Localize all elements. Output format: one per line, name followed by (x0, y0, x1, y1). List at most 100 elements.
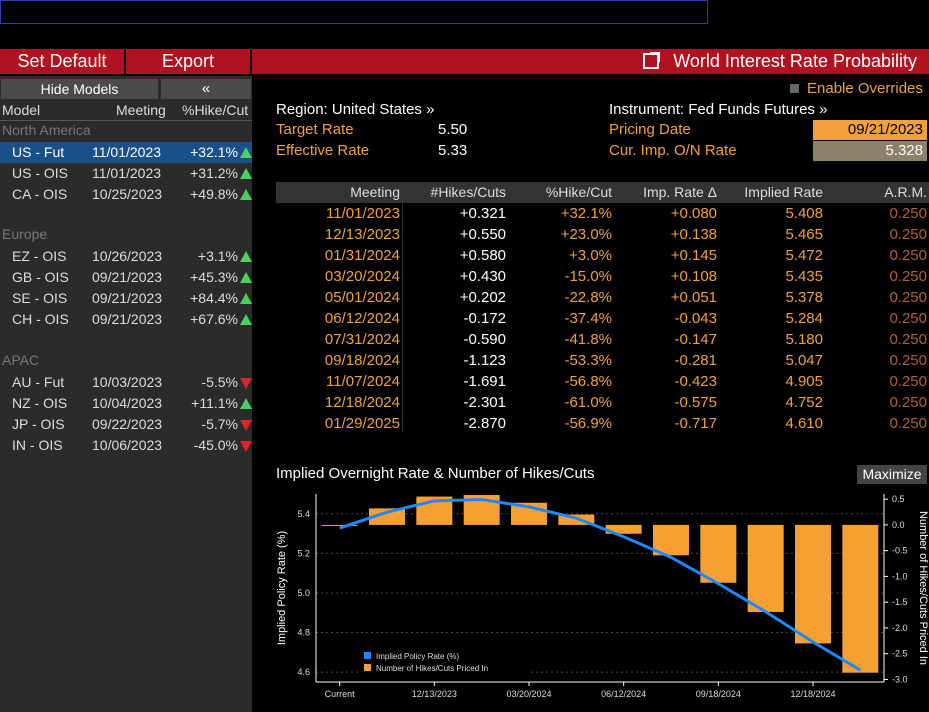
legend-swatch (364, 664, 371, 671)
model-pct: -5.7% (201, 416, 238, 432)
cur-imp-rate-input[interactable]: 5.328 (813, 141, 927, 161)
table-cell: 0.250 (889, 310, 927, 327)
arrow-down-icon (240, 441, 252, 452)
table-cell: -61.0% (564, 394, 612, 411)
y2-tick-label: 0.0 (892, 520, 905, 530)
model-row[interactable]: AU - Fut 10/03/2023 -5.5% (0, 372, 252, 393)
region-label: North America (2, 122, 91, 138)
model-row[interactable]: EZ - OIS 10/26/2023 +3.1% (0, 246, 252, 267)
table-cell: 5.284 (785, 310, 823, 327)
table-row[interactable]: 12/18/2024 -2.301 -61.0% -0.575 4.752 0.250 (0, 392, 929, 413)
table-cell: 12/18/2024 (324, 394, 400, 411)
table-cell: 01/29/2025 (324, 415, 400, 432)
pricing-date-input[interactable]: 09/21/2023 (813, 120, 927, 140)
table-cell: -2.301 (463, 394, 506, 411)
model-row[interactable]: US - Fut 11/01/2023 +32.1% (0, 142, 252, 163)
model-pct: +84.4% (190, 290, 238, 306)
model-row[interactable]: IN - OIS 10/06/2023 -45.0% (0, 435, 252, 456)
table-cell: 09/18/2024 (324, 352, 400, 369)
arrow-down-icon (240, 378, 252, 389)
hikes-bar (653, 524, 689, 556)
export-button[interactable]: Export (126, 49, 252, 74)
x-tick-label: 12/13/2023 (412, 689, 457, 699)
model-pct: -5.5% (201, 374, 238, 390)
table-cell: 0.250 (889, 226, 927, 243)
table-row[interactable]: 12/13/2023 +0.550 +23.0% +0.138 5.465 0.250 (0, 224, 929, 245)
table-cell: 0.250 (889, 289, 927, 306)
enable-overrides-toggle[interactable]: Enable Overrides (790, 80, 923, 97)
table-header-cell[interactable]: #Hikes/Cuts (430, 184, 506, 200)
external-link-icon[interactable] (643, 52, 661, 69)
model-row[interactable]: US - OIS 11/01/2023 +31.2% (0, 163, 252, 184)
hikes-bar (842, 524, 879, 673)
model-pct: +67.6% (190, 311, 238, 327)
model-row[interactable]: JP - OIS 09/22/2023 -5.7% (0, 414, 252, 435)
table-header-cell[interactable]: Meeting (350, 184, 400, 200)
table-header-cell[interactable]: A.R.M. (884, 184, 927, 200)
table-row[interactable]: 01/31/2024 +0.580 +3.0% +0.145 5.472 0.250 (0, 245, 929, 266)
legend-label: Implied Policy Rate (%) (376, 652, 459, 661)
table-row[interactable]: 06/12/2024 -0.172 -37.4% -0.043 5.284 0.250 (0, 308, 929, 329)
table-cell: -0.043 (674, 310, 717, 327)
header-meeting: Meeting (116, 102, 166, 118)
region-selector[interactable]: Region: United States » (276, 101, 435, 118)
model-row[interactable]: NZ - OIS 10/04/2023 +11.1% (0, 393, 252, 414)
table-cell: -0.423 (674, 373, 717, 390)
table-header-cell[interactable]: Imp. Rate Δ (643, 184, 717, 200)
model-row[interactable]: CA - OIS 10/25/2023 +49.8% (0, 184, 252, 205)
table-cell: 0.250 (889, 205, 927, 222)
arrow-up-icon (240, 314, 252, 325)
implied-rate-line (339, 498, 862, 672)
table-cell: 5.180 (785, 331, 823, 348)
table-row[interactable]: 03/20/2024 +0.430 -15.0% +0.108 5.435 0.250 (0, 266, 929, 287)
table-cell: 5.435 (785, 268, 823, 285)
model-pct: -45.0% (193, 437, 238, 453)
maximize-button[interactable]: Maximize (857, 465, 927, 484)
y2-axis-label: Number of Hikes/Cuts Priced In (917, 511, 929, 665)
table-cell: 06/12/2024 (324, 310, 400, 327)
x-tick-label: 09/18/2024 (696, 689, 741, 699)
model-pct: +31.2% (190, 165, 238, 181)
model-meeting: 09/22/2023 (92, 416, 163, 432)
table-row[interactable]: 11/07/2024 -1.691 -56.8% -0.423 4.905 0.250 (0, 371, 929, 392)
table-row[interactable]: 01/29/2025 -2.870 -56.9% -0.717 4.610 0.250 (0, 413, 929, 434)
hikes-bar (369, 508, 405, 525)
chart-legend: Implied Policy Rate (%) Number of Hikes/C… (358, 646, 530, 674)
effective-rate-label: Effective Rate (276, 142, 370, 159)
table-header-cell[interactable]: %Hike/Cut (545, 184, 612, 200)
command-line[interactable] (0, 0, 708, 24)
table-row[interactable]: 09/18/2024 -1.123 -53.3% -0.281 5.047 0.250 (0, 350, 929, 371)
model-name: CA - OIS (12, 186, 68, 202)
model-meeting: 10/04/2023 (92, 395, 163, 411)
model-row[interactable]: GB - OIS 09/21/2023 +45.3% (0, 267, 252, 288)
collapse-icon[interactable]: « (161, 79, 251, 99)
table-cell: -41.8% (564, 331, 612, 348)
x-tick-label: 03/20/2024 (506, 689, 551, 699)
table-cell: 0.250 (889, 352, 927, 369)
table-cell: 01/31/2024 (324, 247, 400, 264)
table-row[interactable]: 07/31/2024 -0.590 -41.8% -0.147 5.180 0.250 (0, 329, 929, 350)
table-cell: 03/20/2024 (324, 268, 400, 285)
table-cell: 5.378 (785, 289, 823, 306)
model-name: US - OIS (12, 165, 69, 181)
instrument-selector[interactable]: Instrument: Fed Funds Futures » (609, 101, 828, 118)
arrow-down-icon (240, 420, 252, 431)
x-tick-label: 06/12/2024 (601, 689, 646, 699)
model-row[interactable]: CH - OIS 09/21/2023 +67.6% (0, 309, 252, 330)
model-meeting: 10/06/2023 (92, 437, 163, 453)
arrow-up-icon (240, 189, 252, 200)
arrow-up-icon (240, 293, 252, 304)
table-row[interactable]: 11/01/2023 +0.321 +32.1% +0.080 5.408 0.250 (0, 203, 929, 224)
model-row[interactable]: SE - OIS 09/21/2023 +84.4% (0, 288, 252, 309)
table-row[interactable]: 05/01/2024 +0.202 -22.8% +0.051 5.378 0.250 (0, 287, 929, 308)
checkbox-icon[interactable] (790, 84, 799, 93)
header-model: Model (2, 102, 41, 118)
table-cell: -0.717 (674, 415, 717, 432)
table-cell: +0.580 (459, 247, 506, 264)
set-default-button[interactable]: Set Default (0, 49, 126, 74)
model-pct: +49.8% (190, 186, 238, 202)
table-cell: 4.610 (785, 415, 823, 432)
table-header-cell[interactable]: Implied Rate (744, 184, 823, 200)
model-meeting: 10/03/2023 (92, 374, 163, 390)
hide-models-button[interactable]: Hide Models (1, 79, 158, 99)
